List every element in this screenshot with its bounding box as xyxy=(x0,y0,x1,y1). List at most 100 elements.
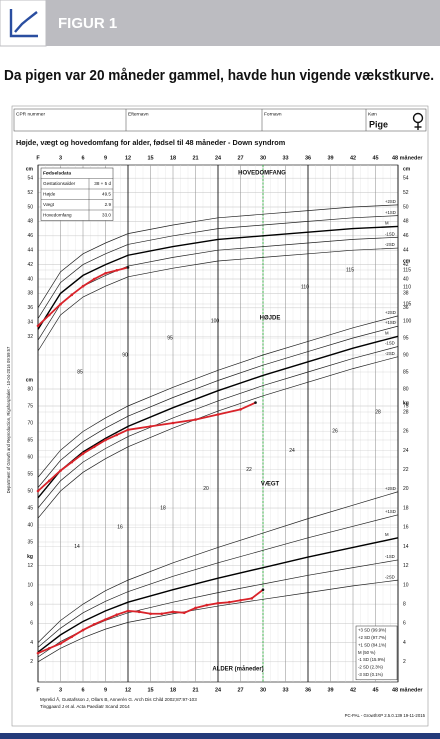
patient-point xyxy=(250,597,254,600)
y-tick-label-right: 18 xyxy=(403,505,409,511)
x-tick-label-bottom: 6 xyxy=(81,687,84,693)
patient-point xyxy=(194,418,197,421)
patient-point xyxy=(149,612,152,616)
patient-point xyxy=(36,651,40,655)
curve-label: +2SD xyxy=(385,486,396,491)
reference-curve xyxy=(37,204,399,308)
y-tick-label-left: 12 xyxy=(27,563,33,569)
reference-curve xyxy=(37,247,399,352)
y-tick-label-right: 10 xyxy=(403,582,409,588)
reference-curve xyxy=(37,579,399,663)
y-tick-label-right: 24 xyxy=(403,448,409,454)
y-tick-label-right: 54 xyxy=(403,176,409,182)
y-tick-label-right: 22 xyxy=(403,467,409,473)
y-tick-label-right: 95 xyxy=(403,335,409,341)
sex-value: Pige xyxy=(369,119,388,129)
y-tick-label-right: 52 xyxy=(403,190,409,196)
y-tick-label-right: 85 xyxy=(403,369,409,375)
x-tick-label-bottom: 36 xyxy=(305,687,311,693)
x-tick-label-top: 12 xyxy=(125,155,131,161)
patient-point xyxy=(59,642,62,645)
patient-point xyxy=(59,302,62,306)
y-tick-label-left: 35 xyxy=(27,539,33,545)
software: PC-PAL - GrowthXP 2.5.0.139 19-11-2015 xyxy=(345,713,426,718)
x-tick-label-top: 45 xyxy=(372,155,378,161)
y-tick-label-right: 20 xyxy=(403,486,409,492)
patient-point xyxy=(36,324,40,328)
y-tick-label-left: 54 xyxy=(27,176,33,182)
y-tick-label-left: 45 xyxy=(27,505,33,511)
unit-right: kg xyxy=(403,400,409,406)
curve-label: +2SD xyxy=(385,310,396,315)
grid-label: 110 xyxy=(301,284,309,290)
grid-label: 90 xyxy=(122,352,128,358)
y-tick-label-right: 46 xyxy=(403,233,409,239)
curve-label: +2SD xyxy=(385,199,396,204)
form-field-label: CPR nummer xyxy=(16,111,45,117)
curve-label: +1SD xyxy=(385,320,396,325)
patient-point xyxy=(115,613,119,617)
patient-point xyxy=(171,421,175,425)
y-tick-label-right: 115 xyxy=(403,267,411,273)
reference-curve xyxy=(37,225,399,330)
sd-legend-entry: -2 SD (2.3%) xyxy=(358,665,383,670)
caption: Da pigen var 20 måneder gammel, havde hu… xyxy=(4,68,434,84)
patient-point xyxy=(70,460,74,464)
y-tick-label-left: 2 xyxy=(30,659,33,665)
y-tick-label-right: 100 xyxy=(403,318,412,324)
x-tick-label-bottom: 30 xyxy=(260,687,266,693)
reference-curve xyxy=(37,335,399,499)
patient-point xyxy=(160,612,164,616)
x-tick-label-bottom: 42 xyxy=(350,687,356,693)
patient-point xyxy=(115,433,119,437)
x-tick-label-top: 27 xyxy=(237,155,243,161)
unit-right: cm xyxy=(403,167,411,173)
y-tick-label-left: 40 xyxy=(27,522,33,528)
reference-curve xyxy=(37,514,399,648)
header-label: FIGUR 1 xyxy=(58,15,117,32)
birth-table-key: Højde xyxy=(43,191,56,196)
patient-point xyxy=(182,611,186,615)
curve-label: M xyxy=(385,221,389,226)
x-tick-label-top: 39 xyxy=(327,155,333,161)
curve-label: -2SD xyxy=(385,351,395,356)
y-tick-label-right: 105 xyxy=(403,301,412,307)
y-tick-label-right: 2 xyxy=(403,659,406,665)
patient-point xyxy=(81,284,85,288)
y-tick-label-right: 90 xyxy=(403,352,409,358)
curve-label: +1SD xyxy=(385,509,396,514)
reference: Myrelid Å, Gustafsson J, Ollars B, Anner… xyxy=(40,696,197,702)
unit-left: cm xyxy=(26,167,34,173)
y-tick-label-left: 42 xyxy=(27,262,33,268)
x-tick-label-bottom: 24 xyxy=(215,687,222,693)
sd-legend-entry: -3 SD (0.1%) xyxy=(358,672,383,677)
x-tick-label-bottom: 3 xyxy=(59,687,62,693)
reference-curve xyxy=(37,537,399,653)
y-tick-label-left: 70 xyxy=(27,420,33,426)
birth-table-value: 49.5 xyxy=(102,191,111,196)
y-tick-label-right: 44 xyxy=(403,248,409,254)
female-symbol xyxy=(412,112,424,130)
panel-title: HØJDE xyxy=(260,316,281,322)
y-tick-label-right: 28 xyxy=(403,409,409,415)
y-tick-label-right: 6 xyxy=(403,621,406,627)
curve-label: +1SD xyxy=(385,210,396,215)
curve-label: M xyxy=(385,532,389,537)
y-tick-label-right: 4 xyxy=(403,640,406,646)
header-icon xyxy=(9,9,38,38)
x-tick-label-bottom: 48 måneder xyxy=(392,686,423,693)
sd-legend-box xyxy=(355,625,398,681)
unit-left: cm xyxy=(26,377,34,383)
form-field-label: Køn xyxy=(368,111,377,117)
panel-title: VÆGT xyxy=(261,482,280,488)
reference-curve xyxy=(37,356,399,519)
y-tick-label-left: 60 xyxy=(27,454,33,460)
patient-point xyxy=(216,601,220,605)
y-tick-label-right: 14 xyxy=(403,544,409,550)
grid-label: 95 xyxy=(167,335,173,341)
x-tick-label-top: 33 xyxy=(282,155,288,161)
grid-label: 18 xyxy=(160,505,166,511)
sd-legend-entry: +3 SD (99.9%) xyxy=(358,628,387,633)
patient-point xyxy=(171,610,175,614)
